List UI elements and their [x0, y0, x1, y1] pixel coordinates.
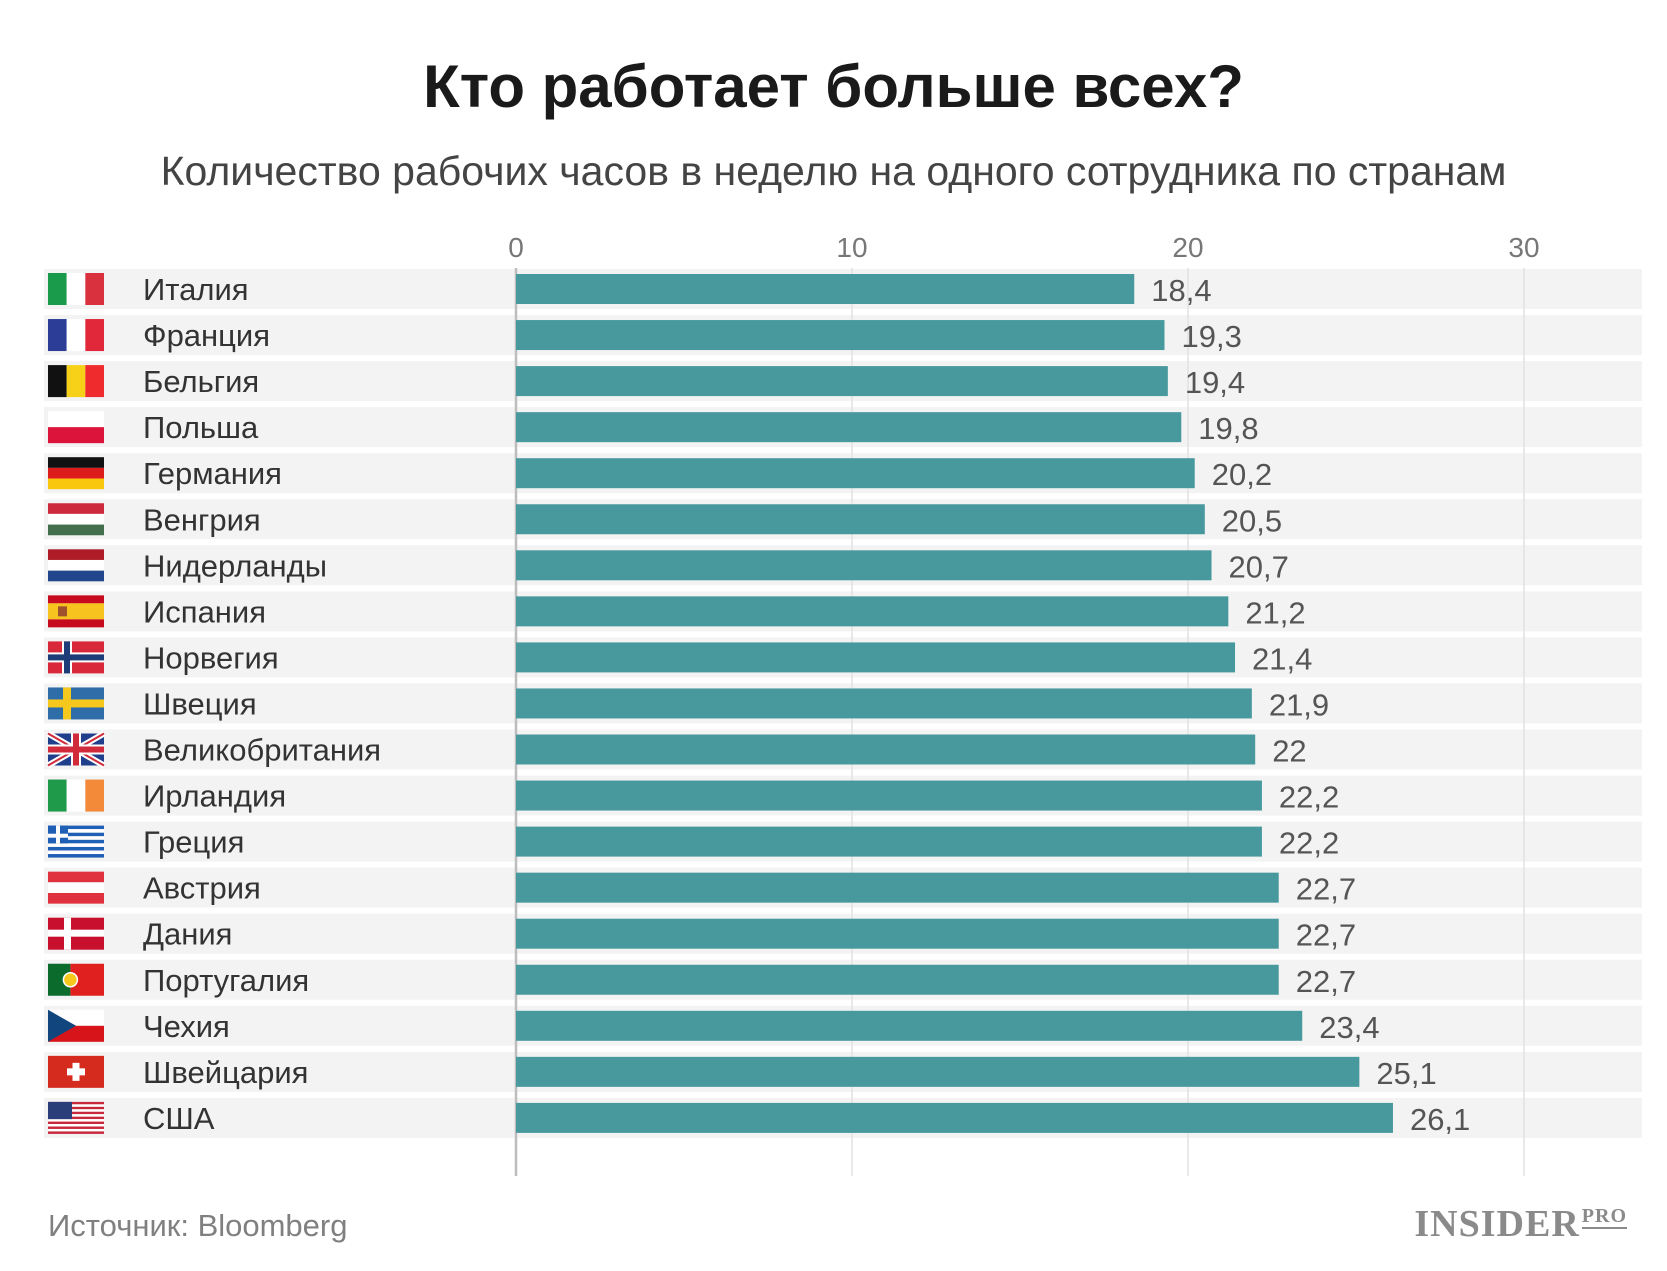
x-tick-label: 10	[836, 232, 867, 263]
czechia-flag-icon	[48, 1009, 104, 1042]
category-label: Швеция	[143, 686, 257, 721]
value-label: 25,1	[1376, 1056, 1436, 1091]
bar	[516, 412, 1182, 443]
germany-flag-icon	[48, 457, 104, 490]
value-label: 22,7	[1296, 964, 1356, 999]
bar	[516, 642, 1236, 673]
austria-flag-icon	[48, 871, 104, 904]
category-label: Чехия	[143, 1009, 230, 1044]
bar	[516, 780, 1262, 811]
value-label: 22,7	[1296, 918, 1356, 953]
bar	[516, 504, 1205, 535]
category-label: Великобритания	[143, 733, 381, 768]
value-label: 20,7	[1229, 549, 1289, 584]
bar	[516, 274, 1135, 304]
category-label: Венгрия	[143, 502, 261, 537]
sweden-flag-icon	[48, 687, 104, 720]
value-label: 21,4	[1252, 641, 1312, 676]
bar	[516, 366, 1168, 397]
value-label: 22	[1272, 734, 1306, 769]
x-tick-label: 20	[1172, 232, 1203, 263]
value-label: 19,3	[1181, 319, 1241, 354]
brand-suffix: PRO	[1581, 1205, 1627, 1230]
poland-flag-icon	[48, 411, 104, 444]
brand-logo: INSIDER PRO	[1414, 1202, 1627, 1246]
uk-flag-icon	[46, 730, 106, 769]
chart-subtitle: Количество рабочих часов в неделю на одн…	[160, 148, 1507, 194]
bar	[516, 458, 1195, 489]
category-label: Португалия	[143, 963, 309, 998]
bar	[516, 1056, 1360, 1087]
bar	[516, 1010, 1303, 1041]
belgium-flag-icon	[48, 365, 104, 398]
value-label: 19,4	[1185, 365, 1245, 400]
category-label: Швейцария	[143, 1055, 308, 1090]
value-label: 18,4	[1151, 273, 1211, 308]
category-label: Германия	[143, 456, 282, 491]
bar	[516, 1102, 1393, 1133]
value-label: 26,1	[1410, 1102, 1470, 1137]
bar	[516, 688, 1252, 719]
spain-flag-icon	[48, 595, 104, 628]
norway-flag-icon	[48, 641, 104, 674]
category-label: США	[143, 1101, 215, 1136]
bar	[516, 964, 1279, 995]
category-label: Греция	[143, 825, 244, 860]
netherlands-flag-icon	[48, 549, 104, 582]
bar	[516, 918, 1279, 949]
x-tick-label: 0	[508, 232, 524, 263]
value-label: 22,2	[1279, 826, 1339, 861]
bar	[516, 320, 1165, 351]
bar	[516, 596, 1229, 627]
source-note: Источник: Bloomberg	[48, 1208, 348, 1243]
x-tick-label: 30	[1508, 232, 1539, 263]
ireland-flag-icon	[48, 779, 104, 812]
value-label: 20,2	[1212, 457, 1272, 492]
bar	[516, 826, 1262, 857]
value-label: 19,8	[1198, 411, 1258, 446]
denmark-flag-icon	[48, 917, 104, 950]
category-label: Бельгия	[143, 364, 259, 399]
france-flag-icon	[48, 319, 104, 352]
category-label: Польша	[143, 410, 259, 445]
value-label: 22,7	[1296, 872, 1356, 907]
value-label: 23,4	[1319, 1010, 1379, 1045]
switzerland-flag-icon	[48, 1055, 104, 1088]
value-label: 22,2	[1279, 780, 1339, 815]
category-label: Италия	[143, 272, 249, 307]
value-label: 21,2	[1245, 595, 1305, 630]
category-label: Нидерланды	[143, 548, 327, 583]
usa-flag-icon	[48, 1101, 104, 1134]
chart-title: Кто работает больше всех?	[423, 53, 1244, 120]
bar	[516, 550, 1212, 581]
value-label: 21,9	[1269, 687, 1329, 722]
category-label: Ирландия	[143, 779, 286, 814]
portugal-flag-icon	[48, 963, 104, 996]
category-label: Дания	[143, 917, 232, 952]
bar	[516, 734, 1256, 765]
hungary-flag-icon	[48, 503, 104, 536]
category-label: Австрия	[143, 871, 261, 906]
category-label: Норвегия	[143, 640, 279, 675]
value-label: 20,5	[1222, 503, 1282, 538]
category-label: Испания	[143, 594, 266, 629]
brand-name: INSIDER	[1414, 1203, 1580, 1245]
category-label: Франция	[143, 318, 270, 353]
greece-flag-icon	[48, 825, 104, 858]
italy-flag-icon	[48, 273, 104, 305]
bar	[516, 872, 1279, 903]
